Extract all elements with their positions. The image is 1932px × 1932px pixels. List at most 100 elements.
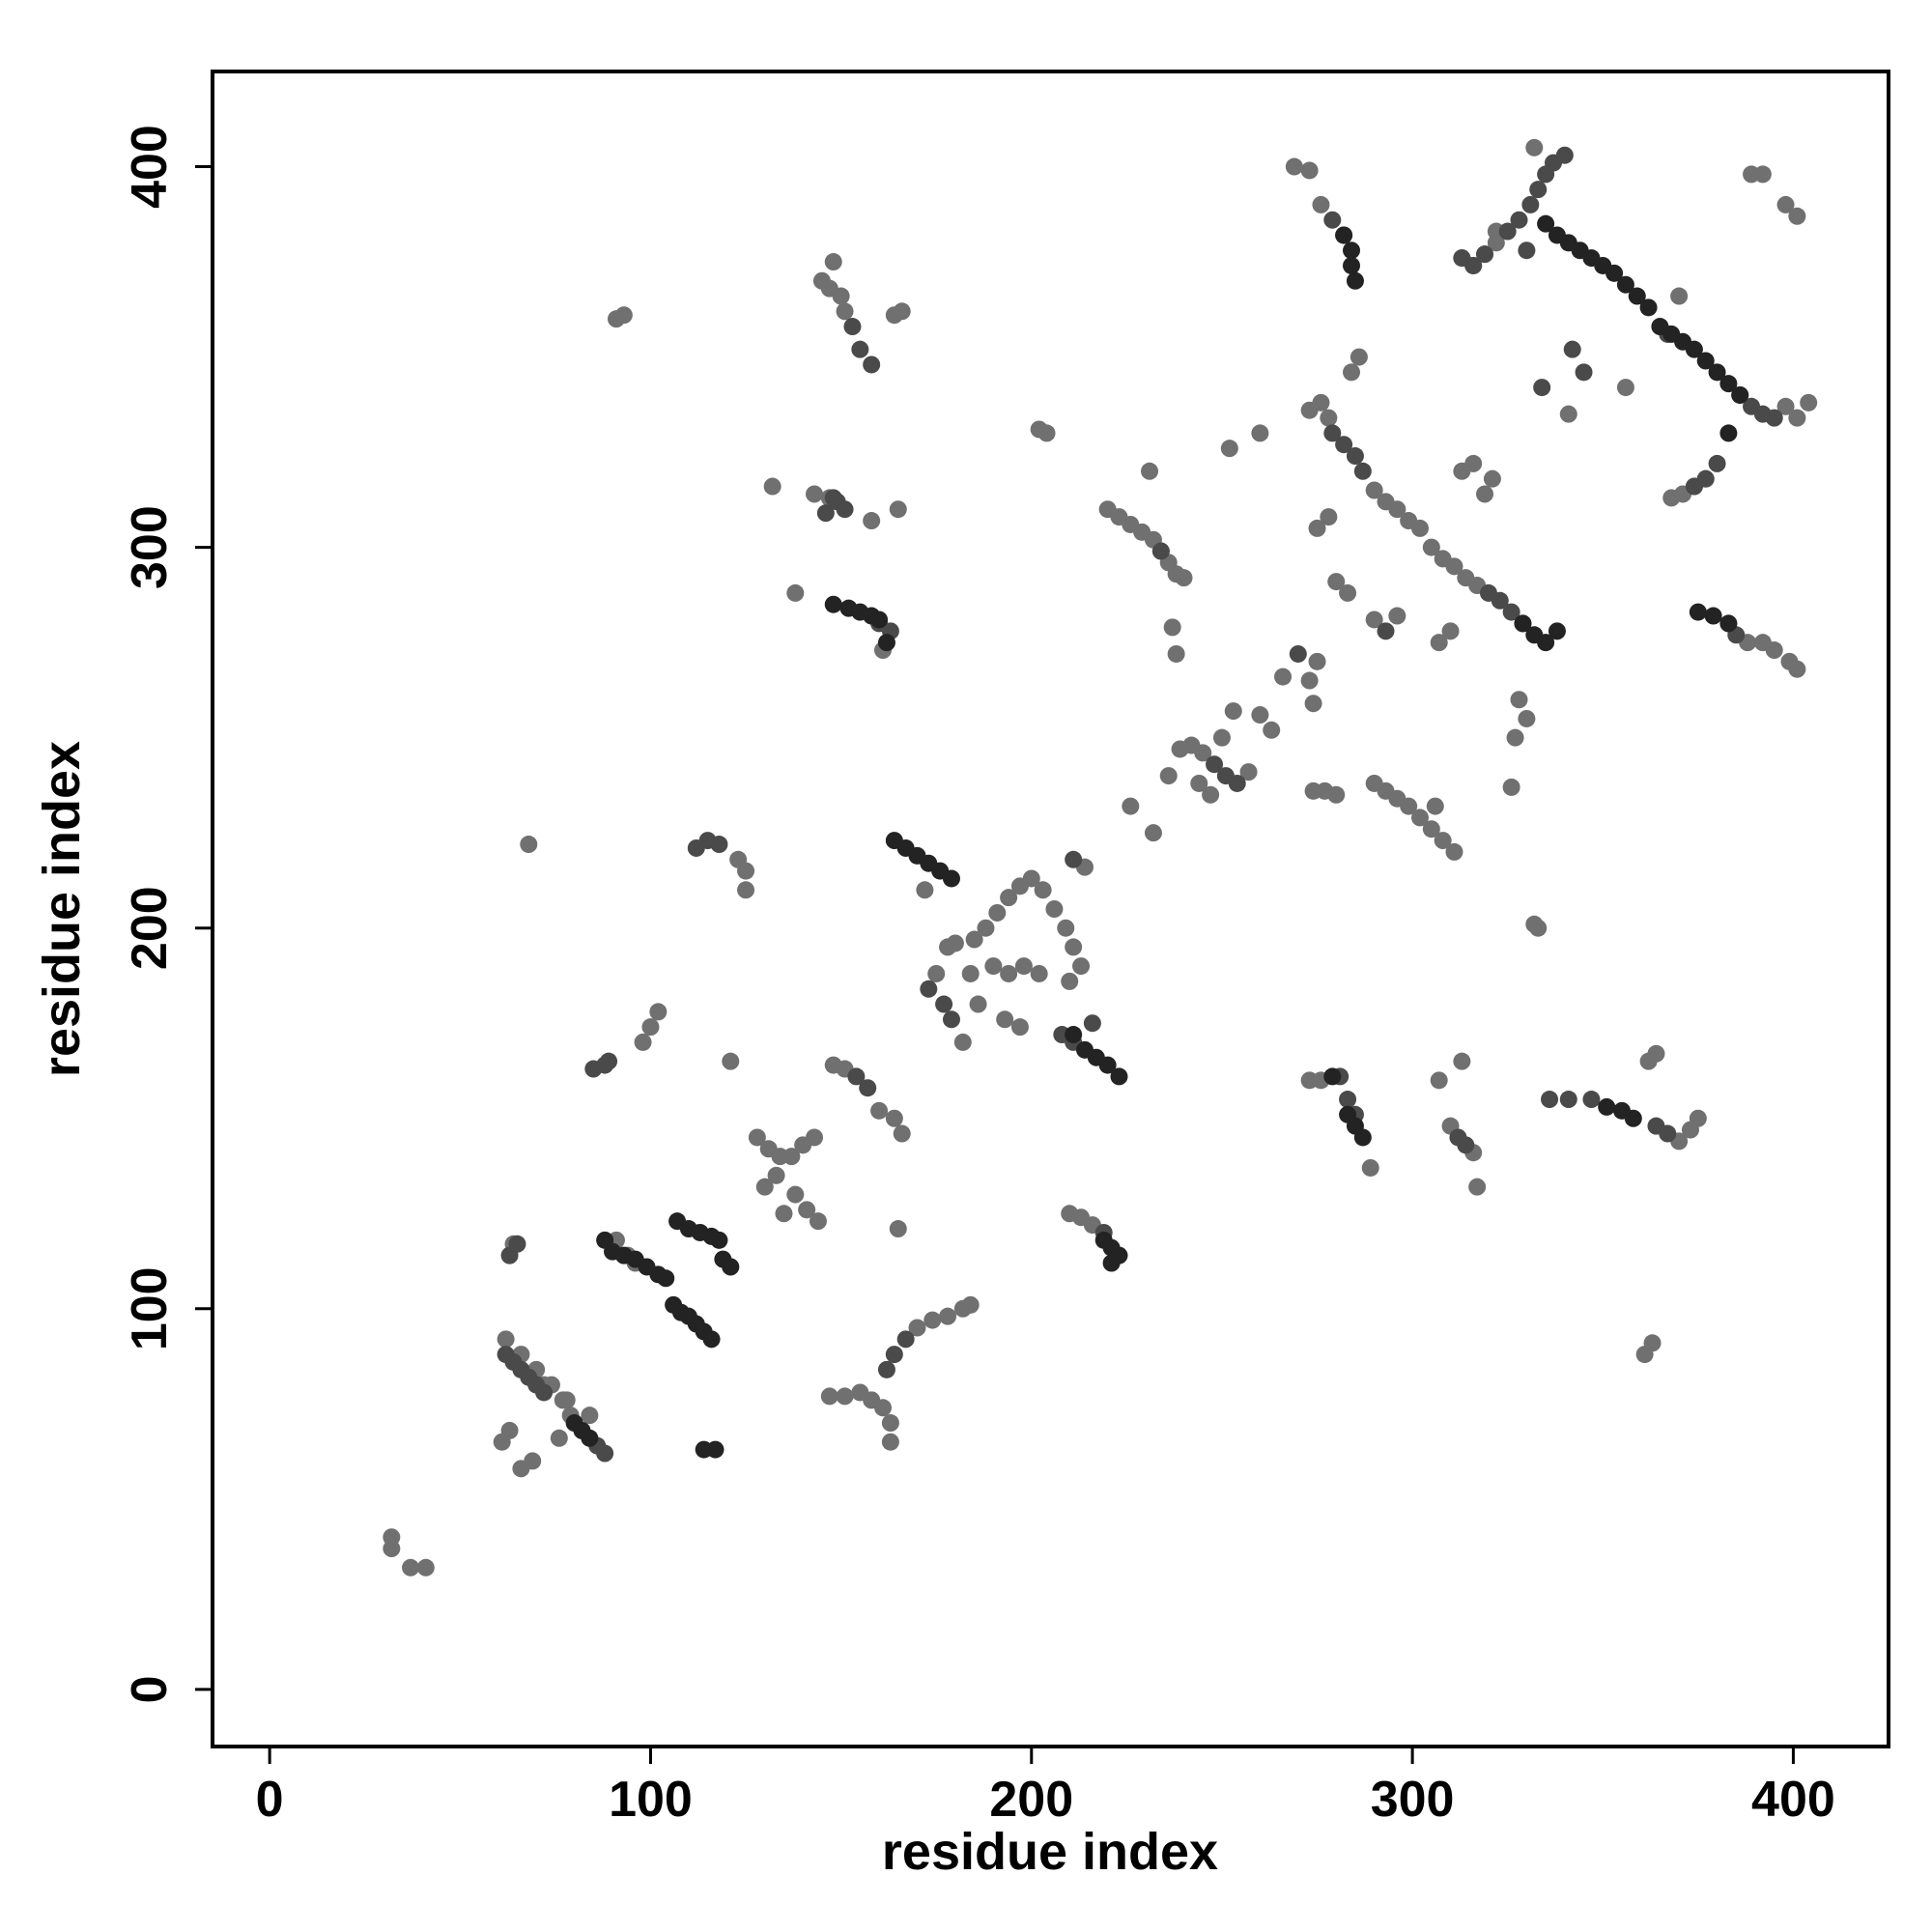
y-tick-label: 200: [122, 886, 178, 970]
point: [1582, 1091, 1601, 1109]
point: [988, 903, 1007, 922]
point: [1422, 538, 1440, 556]
point: [497, 1330, 515, 1349]
point: [1144, 824, 1162, 842]
point: [1122, 797, 1140, 815]
point: [881, 1414, 899, 1433]
point: [748, 1128, 766, 1147]
point: [1476, 245, 1494, 264]
point: [737, 881, 755, 899]
point: [1788, 660, 1806, 678]
point: [1559, 1091, 1577, 1109]
point: [1518, 242, 1536, 260]
x-axis-label: residue index: [882, 1823, 1218, 1881]
point: [870, 611, 889, 629]
point: [874, 1399, 892, 1417]
point: [1151, 542, 1170, 560]
point: [824, 253, 842, 271]
point: [1057, 919, 1075, 937]
point: [786, 583, 805, 602]
point: [927, 964, 946, 982]
point: [1206, 755, 1224, 774]
point: [1289, 644, 1307, 663]
point: [1065, 1026, 1083, 1044]
point: [1708, 363, 1726, 382]
point: [1285, 157, 1303, 176]
point: [722, 1052, 740, 1070]
point: [923, 1311, 942, 1329]
point: [836, 1387, 854, 1406]
point: [1731, 385, 1749, 404]
point: [824, 489, 842, 507]
point: [1343, 256, 1361, 274]
point: [1000, 889, 1018, 907]
point: [893, 1124, 911, 1143]
point: [1175, 569, 1193, 587]
plot-frame: [211, 70, 1890, 1748]
point: [383, 1528, 401, 1547]
point: [737, 862, 755, 880]
point: [1434, 832, 1452, 850]
point: [1228, 774, 1246, 792]
point: [1548, 622, 1566, 640]
point: [1624, 1109, 1642, 1127]
point: [984, 957, 1003, 976]
point: [1353, 1128, 1372, 1147]
point: [1598, 1097, 1616, 1116]
point: [1327, 573, 1346, 591]
point: [1628, 287, 1646, 305]
point: [1220, 440, 1238, 458]
point: [1327, 785, 1346, 804]
x-tick-label: 400: [1751, 1772, 1835, 1828]
point: [863, 355, 881, 374]
point: [798, 1201, 816, 1219]
point: [1430, 1071, 1448, 1090]
point: [1685, 477, 1703, 496]
point: [1491, 591, 1509, 610]
point: [1000, 964, 1018, 982]
point: [1510, 691, 1528, 709]
point: [600, 1052, 618, 1070]
point: [969, 995, 987, 1013]
point: [1410, 809, 1429, 827]
point: [893, 302, 911, 321]
point: [961, 1295, 980, 1314]
point: [1559, 405, 1577, 423]
point: [1065, 850, 1083, 868]
y-tick-label: 0: [122, 1675, 178, 1703]
point: [1045, 900, 1064, 918]
point: [832, 287, 850, 305]
point: [896, 1330, 915, 1349]
y-axis-label: residue index: [33, 741, 91, 1077]
point: [885, 1346, 903, 1364]
point: [965, 930, 983, 949]
point: [1190, 774, 1208, 792]
y-tick-label: 100: [122, 1266, 178, 1350]
point: [1430, 634, 1448, 652]
point: [977, 919, 995, 937]
point: [1468, 1178, 1487, 1196]
point: [1098, 1056, 1117, 1074]
point: [416, 1558, 435, 1577]
point: [763, 477, 781, 496]
point: [1639, 298, 1658, 317]
x-tick-label: 100: [609, 1772, 693, 1828]
point: [710, 836, 728, 854]
point: [508, 1235, 526, 1253]
point: [1037, 424, 1056, 442]
point: [1102, 1254, 1121, 1272]
point: [1034, 881, 1052, 899]
point: [881, 1433, 899, 1451]
point: [1788, 409, 1806, 427]
point: [1541, 1091, 1559, 1109]
point: [1224, 702, 1242, 721]
y-tick-label: 300: [122, 505, 178, 589]
point: [806, 485, 824, 503]
point: [1753, 165, 1772, 184]
point: [1685, 340, 1703, 358]
point: [1110, 1067, 1128, 1086]
point: [1274, 668, 1293, 686]
point: [1708, 454, 1726, 472]
point: [877, 1360, 895, 1378]
point: [1300, 161, 1319, 180]
